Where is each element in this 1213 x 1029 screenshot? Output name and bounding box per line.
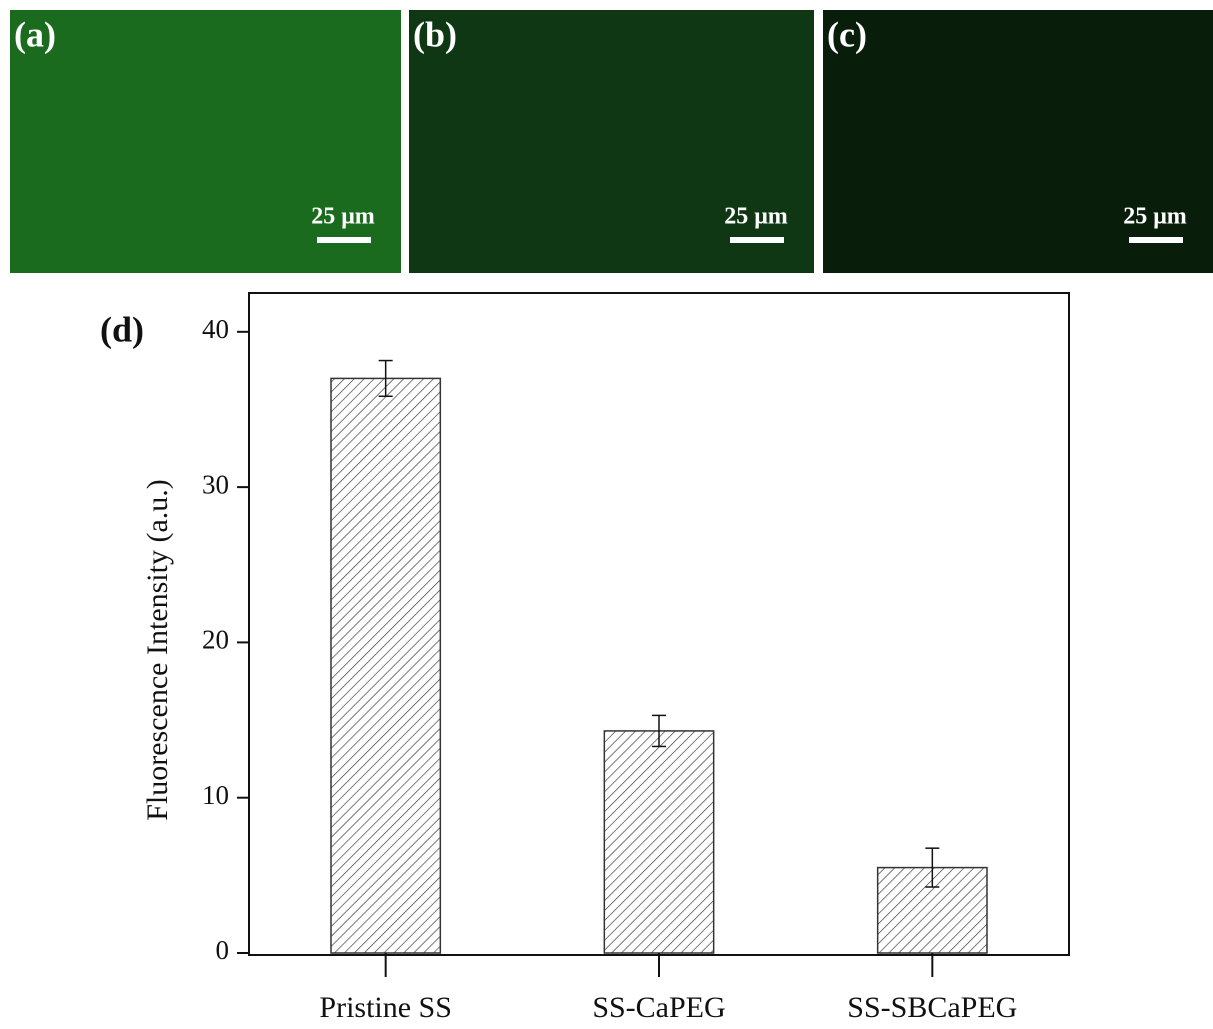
bar: [603, 730, 715, 954]
y-axis-label: Fluorescence Intensity (a.u.): [141, 479, 174, 821]
y-tick-label: 10: [202, 780, 229, 810]
panel-label: (b): [413, 14, 457, 54]
micrograph: [10, 10, 401, 273]
scale-bar-label: 25 μm: [311, 204, 375, 230]
scale-bar: [1129, 237, 1183, 243]
scale-bar-label: 25 μm: [1123, 204, 1187, 230]
y-tick-label: 40: [202, 314, 229, 344]
panel-label: (c): [827, 14, 867, 54]
x-tick-label: SS-SBCaPEG: [847, 991, 1017, 1024]
panel-label: (d): [100, 309, 144, 349]
micrograph: [409, 10, 814, 273]
scale-bar-label: 25 μm: [724, 204, 788, 230]
y-tick-label: 20: [202, 625, 229, 655]
scale-bar: [317, 237, 371, 243]
scale-bar: [730, 237, 784, 243]
panel-label: (a): [14, 14, 56, 54]
y-tick-label: 30: [202, 469, 229, 499]
plot-frame: [248, 292, 1070, 956]
x-tick-label: SS-CaPEG: [592, 991, 725, 1024]
x-tick-label: Pristine SS: [319, 991, 452, 1024]
micrograph: [823, 10, 1213, 273]
y-tick-label: 0: [216, 935, 230, 965]
bar: [330, 377, 442, 954]
